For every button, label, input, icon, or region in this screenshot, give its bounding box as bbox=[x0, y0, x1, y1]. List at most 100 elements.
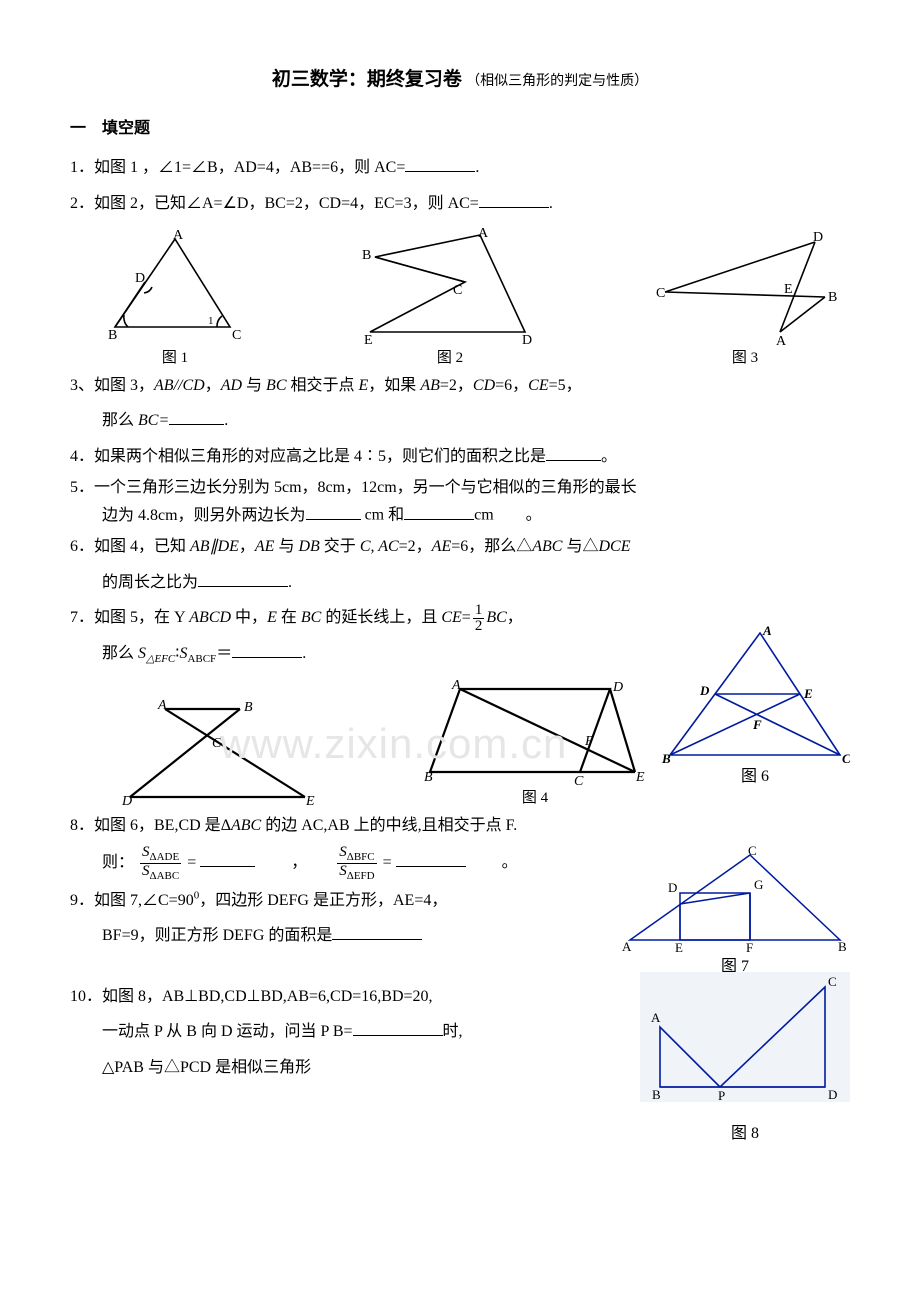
blank bbox=[198, 568, 288, 587]
svg-text:1: 1 bbox=[208, 315, 214, 327]
fig3-labels: C D B A E bbox=[656, 230, 837, 347]
fraction: 12 bbox=[473, 603, 485, 634]
figure-6: A D E F B C 图 6 bbox=[660, 625, 850, 788]
svg-text:A: A bbox=[762, 625, 772, 638]
fig8-svg: A B P D C bbox=[640, 972, 850, 1112]
period: . bbox=[549, 195, 553, 212]
svg-text:A: A bbox=[651, 1010, 661, 1025]
svg-text:A: A bbox=[451, 678, 461, 693]
svg-text:F: F bbox=[746, 940, 753, 955]
svg-text:A: A bbox=[157, 698, 167, 713]
blank bbox=[169, 407, 224, 426]
svg-text:B: B bbox=[661, 751, 671, 765]
svg-text:A: A bbox=[478, 227, 489, 241]
fig4-svg: A B C D E bbox=[120, 697, 320, 807]
svg-text:C: C bbox=[453, 283, 462, 298]
svg-text:B: B bbox=[652, 1087, 661, 1102]
svg-text:C: C bbox=[828, 974, 837, 989]
svg-text:E: E bbox=[635, 770, 645, 785]
svg-text:B: B bbox=[424, 770, 433, 785]
title-sub: （相似三角形的判定与性质） bbox=[466, 74, 648, 89]
svg-text:D: D bbox=[668, 880, 677, 895]
problem-3b: 那么 BC=. bbox=[70, 404, 850, 438]
svg-text:D: D bbox=[828, 1087, 837, 1102]
problem-8: 8．如图 6，BE,CD 是ΔABC 的边 AC,AB 上的中线,且相交于点 F… bbox=[70, 809, 850, 843]
svg-text:D: D bbox=[121, 794, 132, 807]
problem-1: 1．如图 1 ，∠1=∠B，AD=4，AB==6，则 AC=. bbox=[70, 151, 850, 185]
fig3-caption: 图 3 bbox=[650, 349, 840, 367]
svg-text:C: C bbox=[748, 845, 757, 858]
fig1-svg: A D B C 1 bbox=[100, 227, 250, 347]
svg-text:D: D bbox=[522, 333, 532, 347]
figure-8: A B P D C 图 8 bbox=[640, 972, 850, 1145]
svg-text:E: E bbox=[803, 686, 813, 701]
figure-row-1: A D B C 1 图 1 A B C E D 图 2 bbox=[100, 227, 840, 367]
p2-text: 2．如图 2，已知∠A=∠D，BC=2，CD=4，EC=3，则 AC= bbox=[70, 195, 479, 212]
figure-1: A D B C 1 图 1 bbox=[100, 227, 250, 367]
svg-text:B: B bbox=[828, 290, 837, 305]
svg-text:D: D bbox=[813, 230, 823, 245]
svg-text:C: C bbox=[232, 328, 241, 343]
p1-text: 1．如图 1 ，∠1=∠B，AD=4，AB==6，则 AC= bbox=[70, 159, 405, 176]
fig1-caption: 图 1 bbox=[100, 349, 250, 367]
blank bbox=[353, 1018, 443, 1037]
blank bbox=[306, 501, 361, 520]
svg-text:C: C bbox=[656, 286, 665, 301]
svg-text:D: D bbox=[612, 680, 623, 695]
problem-5: 5．一个三角形三边长分别为 5cm，8cm，12cm，另一个与它相似的三角形的最… bbox=[70, 475, 850, 528]
fig5-svg: A D B C E F bbox=[420, 677, 650, 787]
svg-text:A: A bbox=[622, 939, 632, 954]
fig2-labels: A B C E D bbox=[362, 227, 532, 347]
svg-text:B: B bbox=[108, 328, 117, 343]
problem-3: 3、如图 3，AB//CD，AD 与 BC 相交于点 E，如果 AB=2，CD=… bbox=[70, 369, 850, 403]
svg-text:C: C bbox=[574, 774, 584, 787]
svg-text:B: B bbox=[838, 939, 847, 954]
period: . bbox=[475, 159, 479, 176]
blank bbox=[332, 922, 422, 941]
svg-text:B: B bbox=[362, 248, 371, 263]
svg-text:D: D bbox=[699, 683, 710, 698]
fig2-svg: A B C E D bbox=[350, 227, 550, 347]
svg-text:C: C bbox=[212, 736, 222, 751]
title-main: 初三数学：期终复习卷 bbox=[272, 69, 462, 90]
svg-text:F: F bbox=[584, 734, 594, 749]
blank bbox=[200, 848, 255, 867]
fig1-labels: A D B C 1 bbox=[108, 228, 241, 343]
svg-text:D: D bbox=[135, 271, 145, 286]
fig6-svg: A D E F B C bbox=[660, 625, 850, 765]
blank bbox=[232, 639, 302, 658]
svg-text:A: A bbox=[776, 334, 787, 347]
blank bbox=[546, 442, 601, 461]
fig8-caption: 图 8 bbox=[640, 1124, 850, 1145]
section-heading: 一 填空题 bbox=[70, 112, 850, 146]
svg-text:A: A bbox=[173, 228, 184, 243]
fig3-svg: C D B A E bbox=[650, 227, 840, 347]
blank bbox=[479, 189, 549, 208]
fig7-svg: A B C D G E F bbox=[620, 845, 850, 955]
svg-text:E: E bbox=[364, 333, 373, 347]
problem-4: 4．如果两个相似三角形的对应高之比是 4∶5，则它们的面积之比是。 bbox=[70, 440, 850, 474]
blank bbox=[396, 848, 466, 867]
svg-text:B: B bbox=[244, 700, 253, 715]
figure-3: C D B A E 图 3 bbox=[650, 227, 840, 367]
svg-text:E: E bbox=[305, 794, 315, 807]
figure-row-2: A B C D E A D B C E F 图 bbox=[120, 677, 650, 807]
fraction: SΔBFC SΔEFD bbox=[337, 845, 376, 882]
fig2-caption: 图 2 bbox=[350, 349, 550, 367]
svg-text:G: G bbox=[754, 877, 763, 892]
problem-6: 6．如图 4，已知 AB∥DE，AE 与 DB 交于 C, AC=2，AE=6，… bbox=[70, 530, 850, 564]
figure-5: A D B C E F 图 4 bbox=[420, 677, 650, 807]
blank bbox=[404, 501, 474, 520]
svg-text:F: F bbox=[752, 717, 762, 732]
page-title: 初三数学：期终复习卷 （相似三角形的判定与性质） bbox=[70, 60, 850, 100]
problem-6b: 的周长之比为. bbox=[70, 566, 850, 600]
figure-4: A B C D E bbox=[120, 697, 320, 807]
svg-text:E: E bbox=[784, 282, 793, 297]
fraction: SΔADE SΔABC bbox=[140, 845, 181, 882]
fig6-caption: 图 6 bbox=[660, 767, 850, 788]
blank bbox=[405, 154, 475, 173]
fig45-caption: 图 4 bbox=[420, 789, 650, 807]
figure-2: A B C E D 图 2 bbox=[350, 227, 550, 367]
svg-text:C: C bbox=[842, 751, 850, 765]
svg-text:P: P bbox=[718, 1088, 725, 1103]
